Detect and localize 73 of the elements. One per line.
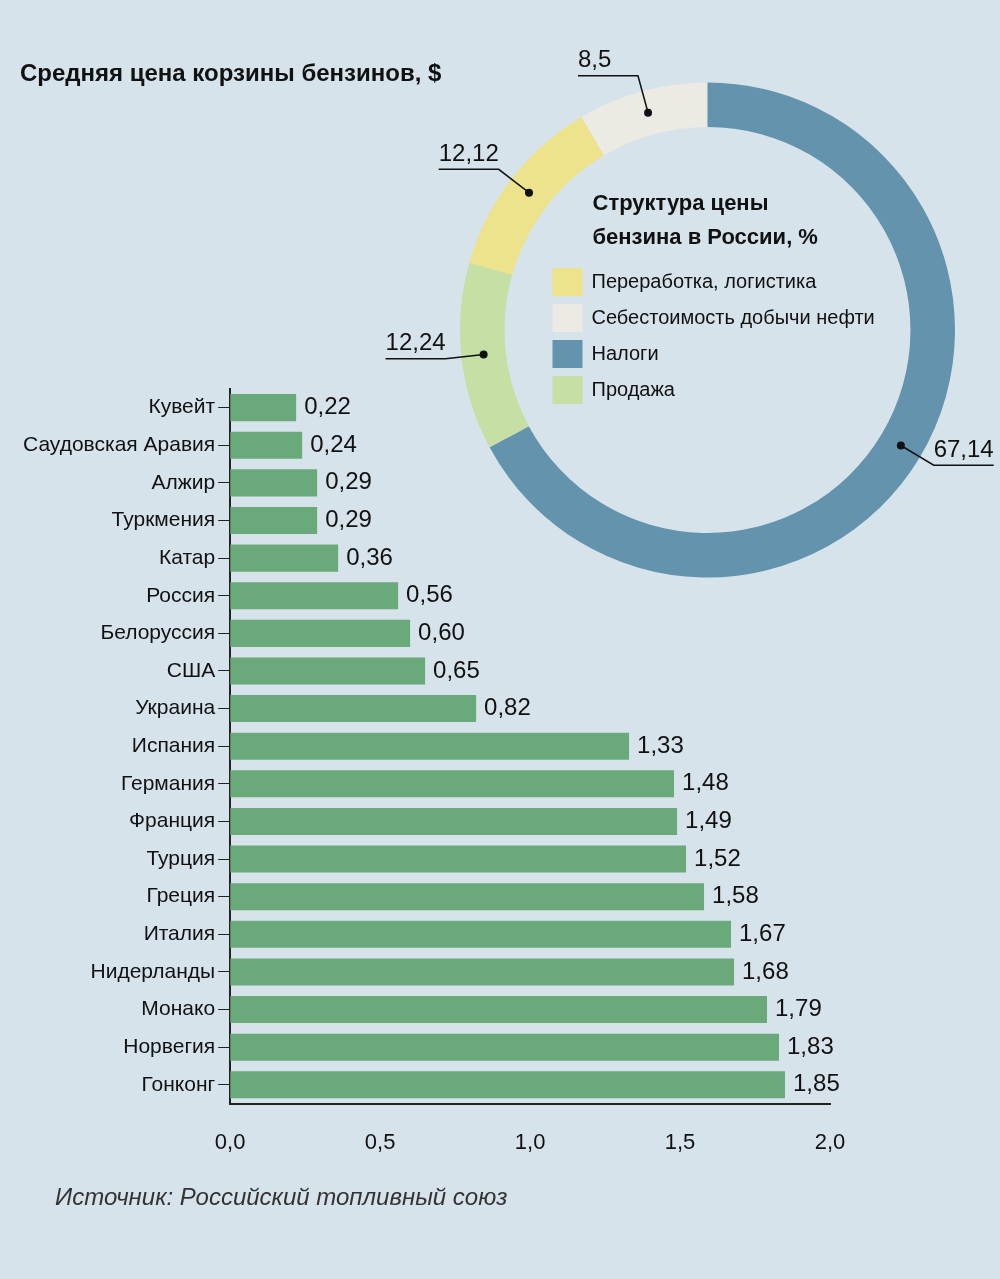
- legend-label: Налоги: [591, 341, 659, 364]
- bar: [230, 431, 303, 459]
- data-label: 1,49: [685, 806, 732, 834]
- data-label: 0,22: [304, 392, 351, 420]
- bar: [230, 544, 339, 572]
- bar: [230, 582, 399, 610]
- y-tick-label: Алжир: [151, 469, 216, 493]
- y-tick-label: Туркмения: [111, 507, 216, 531]
- text: Источник: Российский топливный союз: [55, 1183, 508, 1211]
- data-label: 12,24: [385, 328, 446, 356]
- data-label: 1,67: [739, 918, 786, 946]
- bar: [230, 619, 411, 647]
- bar: [230, 883, 705, 911]
- bar: [230, 920, 732, 948]
- data-label: 1,79: [775, 994, 822, 1022]
- data-label: 1,83: [787, 1031, 834, 1059]
- y-tick-label: Италия: [143, 921, 216, 945]
- legend-label: Продажа: [591, 377, 676, 400]
- y-tick-label: Украина: [135, 695, 216, 719]
- data-label: 67,14: [933, 434, 994, 462]
- y-tick-label: Германия: [121, 770, 216, 794]
- y-tick-label: Катар: [158, 544, 216, 568]
- y-tick-label: Гонконг: [141, 1071, 216, 1095]
- y-tick-label: Белоруссия: [100, 620, 216, 644]
- bar: [230, 1033, 780, 1061]
- data-label: 0,29: [325, 505, 372, 533]
- data-label: 0,82: [484, 693, 531, 721]
- text: Структура цены бензина в России, %: [592, 190, 818, 249]
- bar: [230, 469, 318, 497]
- x-tick-label: 0,5: [364, 1128, 396, 1154]
- data-label: 0,36: [346, 542, 393, 570]
- x-tick-label: 0,0: [214, 1128, 246, 1154]
- data-label: 8,5: [577, 45, 612, 73]
- data-label: 1,52: [694, 843, 741, 871]
- bar: [230, 807, 678, 835]
- y-tick-label: Саудовская Аравия: [22, 432, 216, 456]
- bar: [230, 1071, 786, 1099]
- data-label: 1,85: [793, 1069, 840, 1097]
- x-tick-label: 1,5: [664, 1128, 696, 1154]
- data-label: 1,48: [682, 768, 729, 796]
- bar: [230, 770, 675, 798]
- x-tick-label: 2,0: [814, 1128, 846, 1154]
- x-tick-label: 1,0: [514, 1128, 546, 1154]
- y-tick-label: Нидерланды: [90, 958, 216, 982]
- data-label: 0,56: [406, 580, 453, 608]
- data-label: 1,68: [742, 956, 789, 984]
- data-label: 0,60: [418, 617, 465, 645]
- bar: [230, 996, 768, 1024]
- bar: [230, 732, 630, 760]
- bar: [230, 695, 477, 723]
- data-label: 1,33: [637, 730, 684, 758]
- data-label: 0,24: [310, 429, 357, 457]
- legend-label: Себестоимость добычи нефти: [591, 305, 875, 328]
- y-tick-label: Монако: [141, 996, 216, 1020]
- bar: [230, 394, 297, 422]
- bar: [230, 845, 687, 873]
- bar: [230, 958, 735, 986]
- y-tick-label: Россия: [146, 582, 216, 606]
- bar: [230, 506, 318, 535]
- data-label: 0,65: [433, 655, 480, 683]
- y-tick-label: США: [166, 657, 216, 681]
- bar: [230, 657, 426, 685]
- data-label: 0,29: [325, 467, 372, 495]
- data-label: 12,12: [438, 138, 499, 166]
- y-tick-label: Испания: [131, 733, 216, 756]
- legend-label: Переработка, логистика: [591, 269, 818, 292]
- y-tick-label: Франция: [129, 808, 216, 832]
- y-tick-label: Кувейт: [148, 394, 216, 418]
- y-tick-label: Норвегия: [123, 1033, 216, 1057]
- y-tick-label: Турция: [146, 845, 216, 869]
- y-tick-label: Греция: [146, 883, 216, 907]
- data-label: 1,58: [712, 881, 759, 909]
- chart-title: Средняя цена корзины бензинов, $: [20, 59, 442, 87]
